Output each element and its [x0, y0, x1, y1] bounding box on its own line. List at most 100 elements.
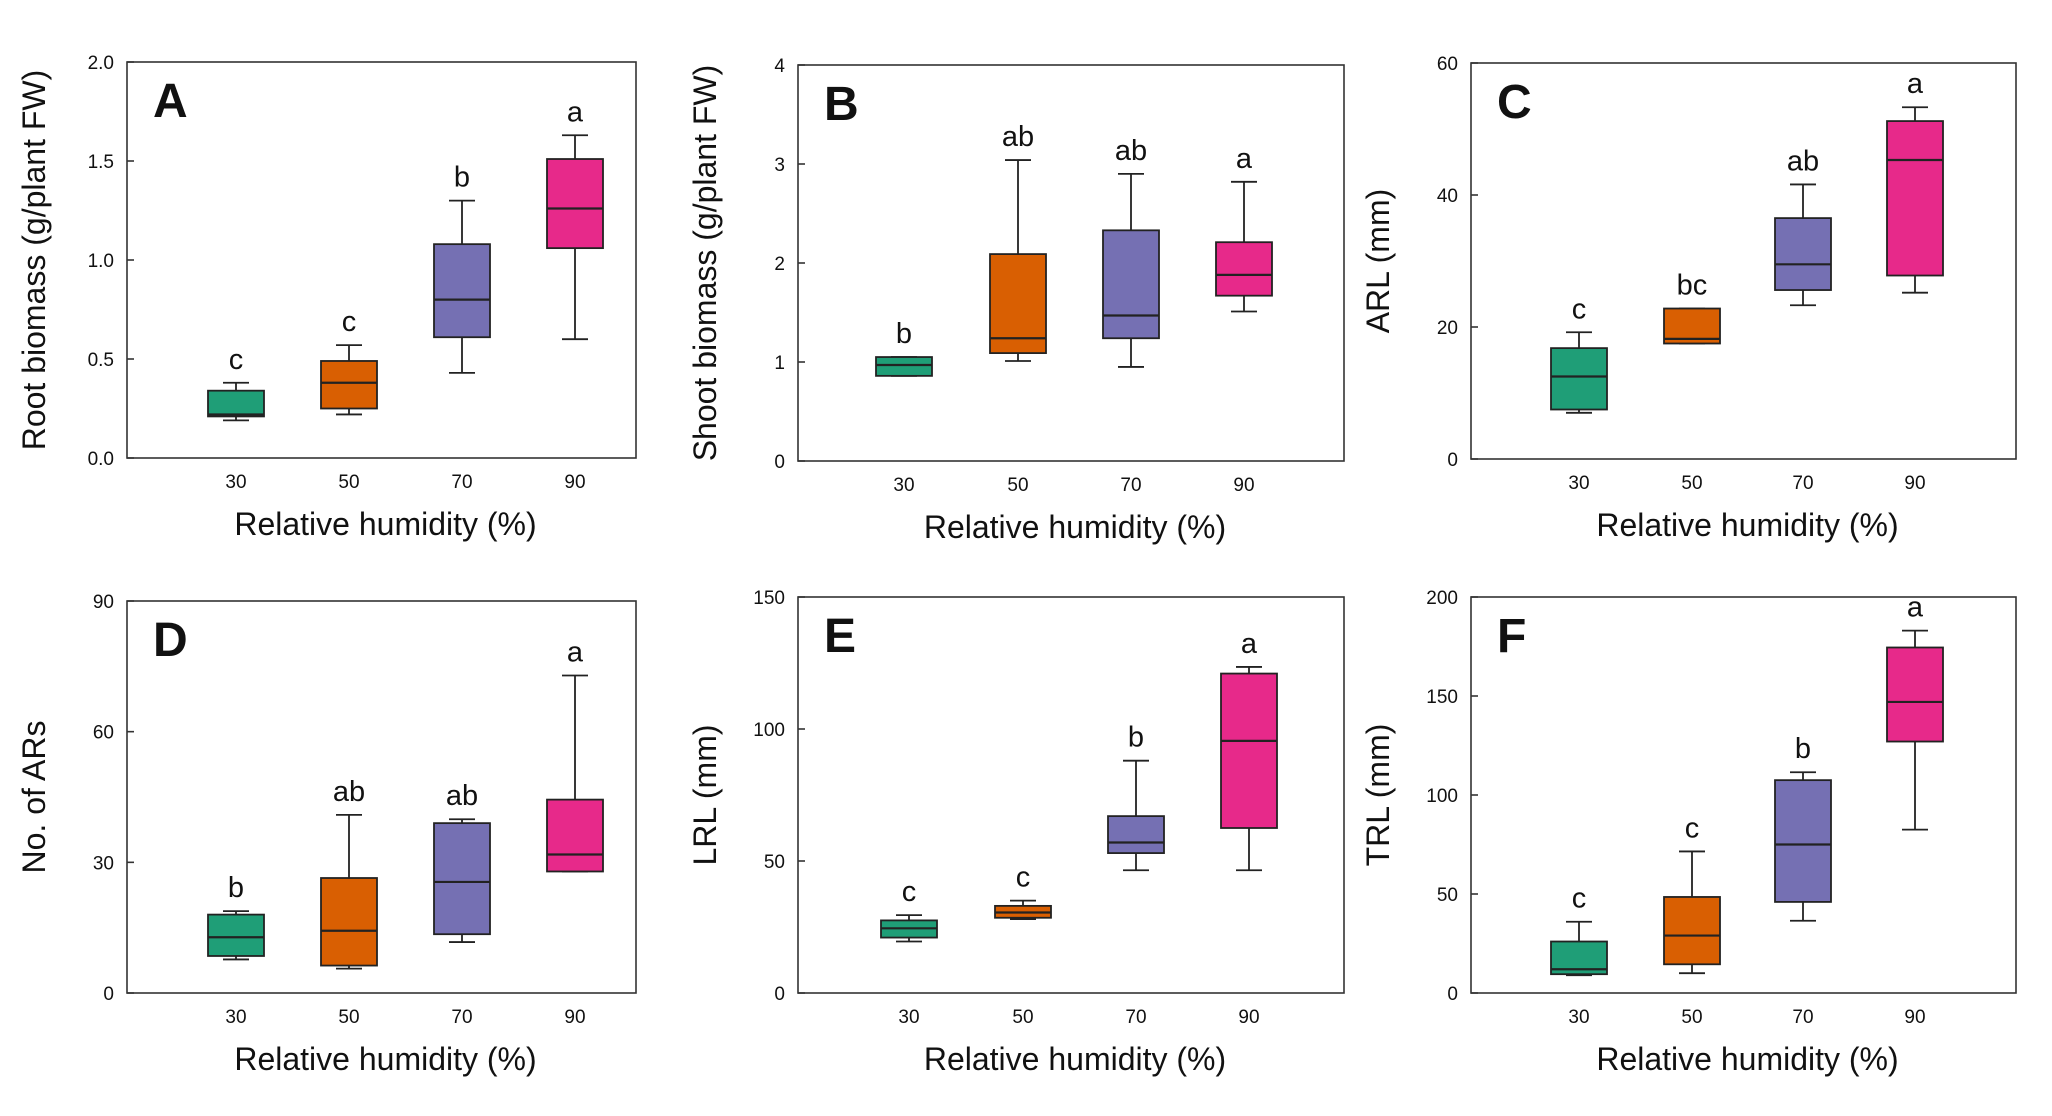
x-axis-label: Relative humidity (%)	[234, 1041, 536, 1077]
box-90: a	[1220, 628, 1278, 872]
significance-label: a	[1241, 628, 1258, 660]
x-tick-label: 70	[1120, 475, 1141, 496]
significance-label: ab	[1787, 145, 1819, 177]
x-axis-label: Relative humidity (%)	[234, 506, 536, 542]
box-30: c	[1550, 883, 1608, 977]
plot-frame	[1470, 62, 2017, 460]
plot-frame	[126, 600, 637, 994]
y-tick-label: 20	[1437, 318, 1458, 339]
x-tick-label: 70	[1125, 1007, 1146, 1028]
y-axis-label: LRL (mm)	[687, 724, 723, 865]
box-90: a	[1886, 68, 1944, 294]
y-tick-label: 60	[93, 723, 114, 744]
x-tick-label: 90	[1904, 473, 1925, 494]
x-tick-label: 30	[1568, 1007, 1589, 1028]
box-50: ab	[320, 776, 378, 970]
panel-c: 0 20 40 60 30 50 70 90 C Relative humidity (%) ARL…	[1360, 54, 2017, 543]
y-tick-label: 200	[1426, 588, 1458, 609]
significance-label: ab	[1115, 135, 1147, 167]
x-tick-label: 90	[564, 472, 585, 493]
y-tick-label: 100	[1426, 786, 1458, 807]
panel-letter: B	[824, 78, 859, 131]
x-axis-label: Relative humidity (%)	[1596, 1041, 1898, 1077]
x-axis-label: Relative humidity (%)	[1596, 507, 1898, 543]
x-tick-label: 30	[1568, 473, 1589, 494]
box-50: bc	[1663, 270, 1721, 345]
x-axis-label: Relative humidity (%)	[924, 1041, 1226, 1077]
iqr-box	[1774, 779, 1832, 903]
x-axis-label: Relative humidity (%)	[924, 509, 1226, 545]
iqr-box	[546, 158, 604, 250]
iqr-box	[1886, 646, 1944, 743]
y-tick-label: 0	[1447, 450, 1458, 471]
y-tick-label: 150	[1426, 687, 1458, 708]
iqr-box	[320, 877, 378, 967]
significance-label: a	[567, 636, 584, 668]
panel-letter: D	[153, 614, 188, 667]
significance-label: c	[229, 344, 244, 376]
significance-label: ab	[1002, 121, 1034, 153]
y-tick-label: 0	[103, 984, 114, 1005]
iqr-box	[1774, 217, 1832, 291]
y-tick-label: 0	[774, 984, 785, 1005]
x-tick-label: 50	[1012, 1007, 1033, 1028]
iqr-box	[1550, 940, 1608, 976]
x-tick-label: 30	[225, 1007, 246, 1028]
significance-label: b	[896, 318, 912, 350]
plot-frame	[797, 596, 1345, 994]
y-tick-label: 30	[93, 853, 114, 874]
iqr-box	[1102, 229, 1160, 340]
box-50: ab	[989, 121, 1047, 362]
x-tick-label: 90	[1904, 1007, 1925, 1028]
iqr-box	[546, 798, 604, 873]
iqr-box	[875, 356, 933, 377]
x-tick-label: 30	[898, 1007, 919, 1028]
y-tick-label: 50	[764, 852, 785, 873]
significance-label: c	[342, 306, 357, 338]
x-tick-label: 50	[338, 1007, 359, 1028]
significance-label: c	[1572, 293, 1587, 325]
y-tick-label: 100	[753, 720, 785, 741]
panel-b: 0 1 2 3 4 30 50 70 90 B Relative humidity (%) Shoot…	[687, 56, 1345, 545]
panel-d: 0 30 60 90 30 50 70 90 D Relative humidity (%) No.…	[16, 592, 637, 1077]
significance-label: bc	[1677, 270, 1708, 302]
x-tick-label: 70	[1792, 473, 1813, 494]
iqr-box	[207, 389, 265, 418]
plot-frame	[126, 61, 637, 459]
y-axis-label: TRL (mm)	[1360, 724, 1396, 867]
y-tick-label: 1	[774, 353, 785, 374]
x-tick-label: 70	[451, 472, 472, 493]
box-30: c	[880, 876, 938, 943]
y-tick-label: 0	[1447, 984, 1458, 1005]
iqr-box	[1663, 896, 1721, 966]
y-tick-label: 3	[774, 155, 785, 176]
box-30: c	[207, 344, 265, 422]
panel-letter: C	[1497, 76, 1532, 129]
iqr-box	[1215, 241, 1273, 297]
y-tick-label: 40	[1437, 186, 1458, 207]
iqr-box	[989, 253, 1047, 354]
x-tick-label: 90	[1233, 475, 1254, 496]
iqr-box	[1220, 672, 1278, 829]
significance-label: a	[1907, 68, 1924, 100]
significance-label: a	[567, 96, 584, 128]
iqr-box	[433, 243, 491, 339]
iqr-box	[1886, 120, 1944, 277]
box-50: c	[320, 306, 378, 416]
y-tick-label: 0	[774, 452, 785, 473]
y-tick-label: 0.0	[88, 449, 114, 470]
box-70: b	[1774, 733, 1832, 922]
box-90: a	[1215, 143, 1273, 313]
box-70: b	[433, 162, 491, 374]
iqr-box	[433, 822, 491, 936]
iqr-box	[1107, 815, 1165, 854]
y-tick-label: 0.5	[88, 350, 114, 371]
box-70: ab	[1774, 145, 1832, 307]
significance-label: b	[228, 872, 244, 904]
box-30: b	[207, 872, 265, 961]
panel-letter: F	[1497, 610, 1526, 663]
iqr-box	[1550, 347, 1608, 411]
x-tick-label: 50	[1681, 1007, 1702, 1028]
box-70: ab	[433, 780, 491, 943]
box-90: a	[546, 636, 604, 873]
